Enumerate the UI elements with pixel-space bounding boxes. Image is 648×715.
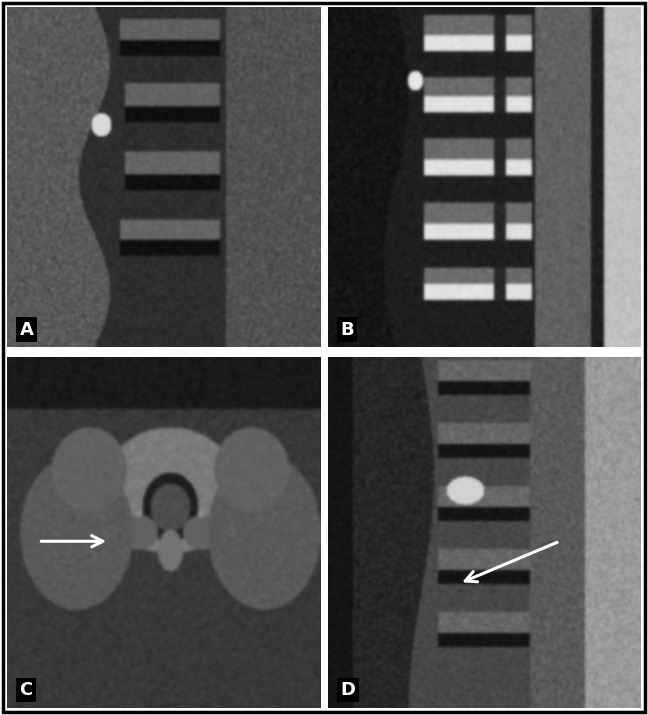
Text: D: D [340, 681, 356, 699]
Text: B: B [340, 320, 354, 338]
Text: C: C [19, 681, 33, 699]
Text: A: A [19, 320, 34, 338]
